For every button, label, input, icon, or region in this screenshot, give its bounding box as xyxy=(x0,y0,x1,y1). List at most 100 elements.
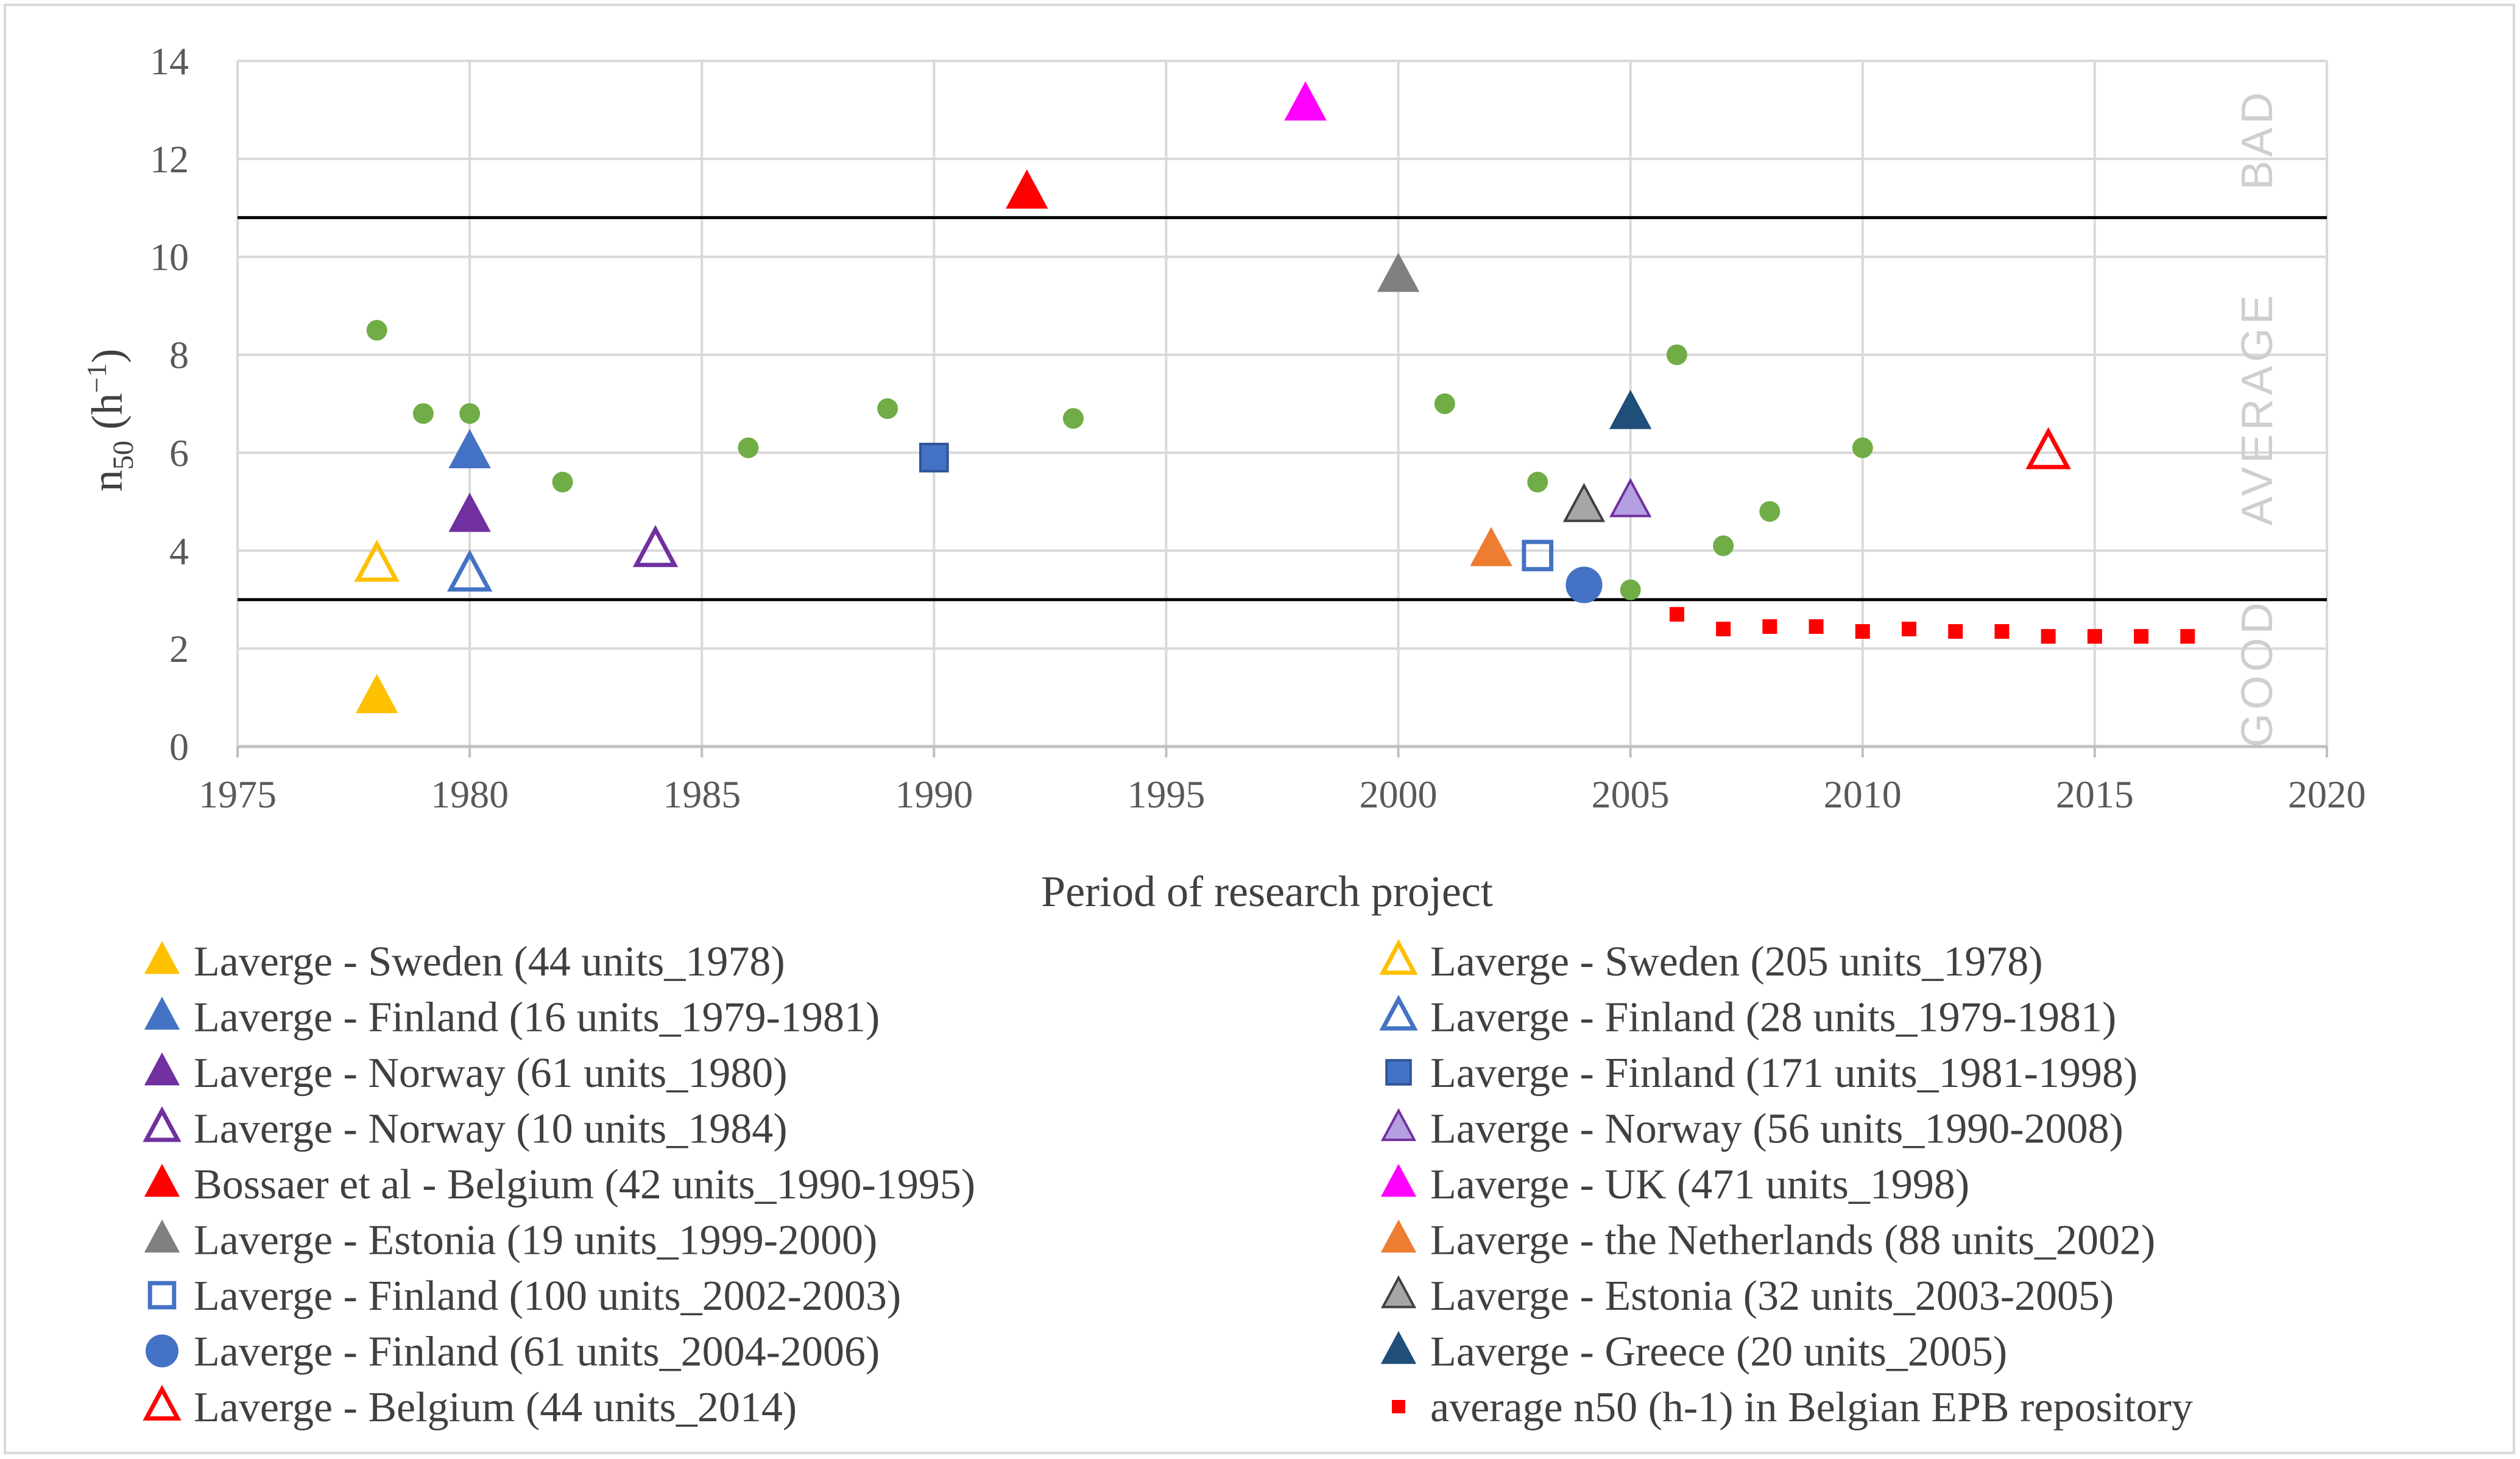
legend-label-11: Laverge - Estonia (19 units_1999-2000) xyxy=(194,1217,877,1264)
series-18-marker xyxy=(1716,621,1731,636)
series-18-marker xyxy=(2134,629,2149,644)
y-tick-label: 14 xyxy=(150,40,189,83)
series-18-marker xyxy=(1948,624,1963,639)
legend-marker-15 xyxy=(146,1334,178,1368)
series-12-marker xyxy=(1470,527,1512,566)
x-tick-label: 1995 xyxy=(1127,773,1205,816)
series-4-marker xyxy=(446,549,493,592)
series-18-marker xyxy=(1809,619,1824,634)
legend-marker-6 xyxy=(1385,1059,1412,1086)
gridlines xyxy=(236,60,2328,748)
legend-label-1: Laverge - Sweden (44 units_1978) xyxy=(194,938,785,985)
series-10-marker xyxy=(1284,81,1327,121)
zone-label-good: GOOD xyxy=(2233,599,2282,747)
series-6-marker xyxy=(919,443,949,473)
green-dot-marker xyxy=(366,320,387,341)
legend-marker-7 xyxy=(143,1106,182,1142)
series-8-marker xyxy=(1609,477,1652,518)
x-tick-label: 2015 xyxy=(2056,773,2134,816)
chart-frame xyxy=(4,4,2515,1454)
green-dot-marker xyxy=(552,471,573,493)
x-tick-label: 1990 xyxy=(895,773,973,816)
series-1-marker xyxy=(355,673,398,714)
legend-marker-10 xyxy=(1380,1164,1417,1197)
legend-label-14: Laverge - Estonia (32 units_2003-2005) xyxy=(1430,1273,2114,1320)
legend-label-13: Laverge - Finland (100 units_2002-2003) xyxy=(194,1273,901,1320)
legend-label-3: Laverge - Finland (16 units_1979-1981) xyxy=(194,994,880,1041)
series-9-marker xyxy=(1006,169,1048,209)
y-tick-label: 12 xyxy=(150,138,189,181)
legend-marker-2 xyxy=(1379,939,1418,975)
legend-marker-16 xyxy=(1380,1331,1417,1364)
legend-label-4: Laverge - Finland (28 units_1979-1981) xyxy=(1430,994,2116,1041)
data-marks xyxy=(354,81,2195,714)
legend-marker-9 xyxy=(144,1164,180,1197)
green-dot-marker xyxy=(1063,408,1084,429)
series-18-marker xyxy=(2087,629,2102,644)
series-11-marker xyxy=(1377,252,1420,292)
series-18-marker xyxy=(1762,619,1777,634)
series-17-marker xyxy=(2025,427,2071,469)
legend-label-15: Laverge - Finland (61 units_2004-2006) xyxy=(194,1329,880,1376)
series-15-marker xyxy=(1565,566,1603,603)
series-18-marker xyxy=(2041,629,2056,644)
legend-label-17: Laverge - Belgium (44 units_2014) xyxy=(194,1384,797,1431)
legend: Laverge - Sweden (44 units_1978) Laverge … xyxy=(143,938,2193,1431)
legend-marker-5 xyxy=(144,1052,180,1086)
series-18-marker xyxy=(1902,621,1916,636)
legend-label-16: Laverge - Greece (20 units_2005) xyxy=(1430,1329,2007,1376)
legend-label-18: average n50 (h-1) in Belgian EPB reposit… xyxy=(1430,1384,2193,1431)
series-13-marker xyxy=(1522,540,1554,572)
legend-marker-1 xyxy=(144,941,180,974)
y-tick-label: 0 xyxy=(169,725,189,768)
x-tick-label: 2005 xyxy=(1592,773,1670,816)
legend-label-6: Laverge - Finland (171 units_1981-1998) xyxy=(1430,1050,2137,1097)
series-2-marker xyxy=(354,540,400,582)
zone-label-average: AVERAGE xyxy=(2233,292,2282,526)
legend-label-12: Laverge - the Netherlands (88 units_2002… xyxy=(1430,1217,2155,1264)
y-tick-label: 2 xyxy=(169,627,189,670)
series-18-marker xyxy=(1669,606,1684,622)
legend-marker-4 xyxy=(1379,994,1418,1031)
legend-label-7: Laverge - Norway (10 units_1984) xyxy=(194,1106,788,1153)
legend-label-9: Bossaer et al - Belgium (42 units_1990-1… xyxy=(194,1161,975,1208)
green-dot-marker xyxy=(738,437,759,459)
y-tick-label: 6 xyxy=(169,431,189,474)
x-tick-label: 1985 xyxy=(663,773,741,816)
zone-label-bad: BAD xyxy=(2233,89,2282,190)
legend-marker-3 xyxy=(144,996,180,1030)
series-16-marker xyxy=(1609,390,1652,429)
series-18-marker xyxy=(1855,624,1870,639)
green-dot-marker xyxy=(459,403,481,424)
series-7-marker xyxy=(632,525,679,568)
x-axis-title: Period of research project xyxy=(1041,867,1493,916)
y-axis-title: n50 (h−1) xyxy=(81,349,139,492)
legend-label-10: Laverge - UK (471 units_1998) xyxy=(1430,1161,1969,1208)
green-dot-marker xyxy=(1713,535,1734,557)
legend-marker-8 xyxy=(1380,1108,1417,1141)
green-dot-marker xyxy=(877,398,898,420)
legend-label-8: Laverge - Norway (56 units_1990-2008) xyxy=(1430,1106,2123,1153)
x-tick-label: 2000 xyxy=(1360,773,1438,816)
legend-marker-12 xyxy=(1380,1219,1417,1253)
legend-marker-18 xyxy=(1392,1400,1405,1413)
x-tick-label: 2010 xyxy=(1824,773,1902,816)
series-3-marker xyxy=(448,429,491,468)
green-dot-marker xyxy=(1759,501,1781,522)
green-dot-marker xyxy=(412,403,434,424)
threshold-lines xyxy=(238,216,2327,602)
green-dot-marker xyxy=(1666,344,1687,365)
series-18-marker xyxy=(1994,624,2010,639)
y-tick-label: 4 xyxy=(169,529,189,572)
x-tick-label: 2020 xyxy=(2288,773,2366,816)
y-tick-label: 8 xyxy=(169,334,189,377)
x-tick-label: 1975 xyxy=(199,773,277,816)
y-tick-label: 10 xyxy=(150,236,189,279)
green-dot-marker xyxy=(1527,471,1548,493)
legend-marker-11 xyxy=(144,1219,180,1253)
series-14-marker xyxy=(1562,482,1606,522)
series-18-marker xyxy=(2180,629,2195,644)
green-dot-marker xyxy=(1434,393,1455,414)
series-5-marker xyxy=(448,493,491,532)
